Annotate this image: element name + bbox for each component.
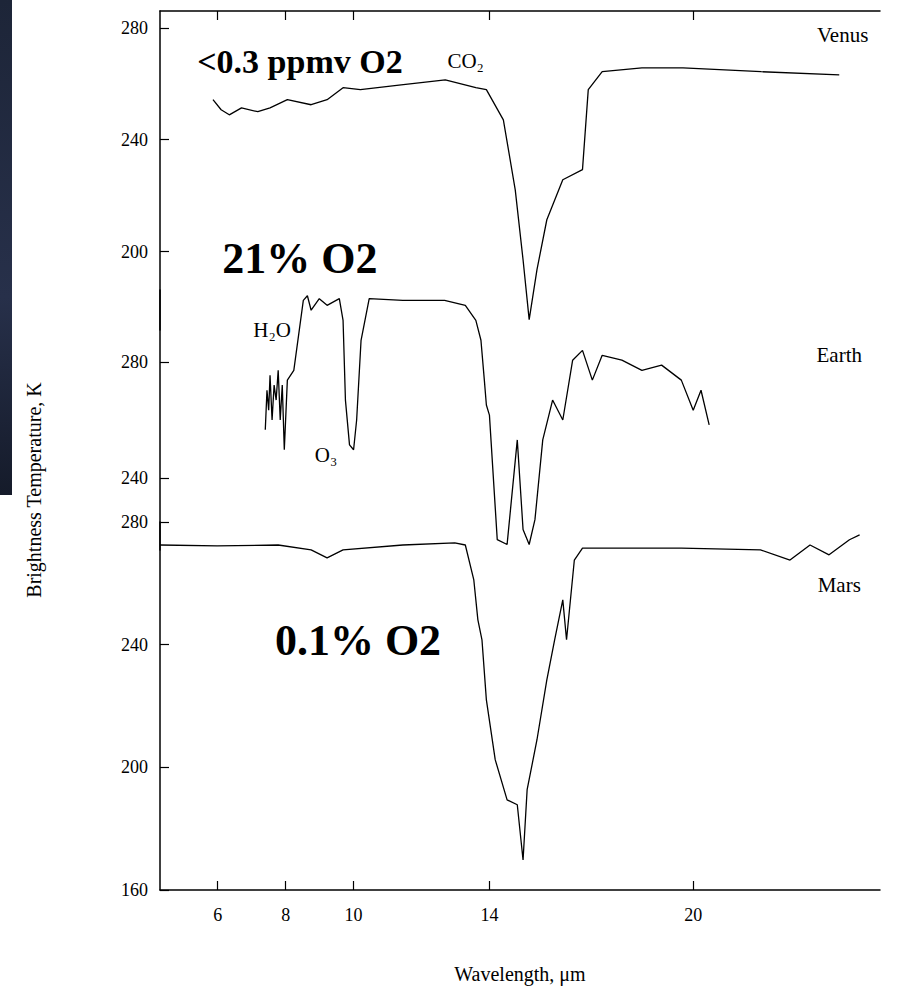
svg-text:O₃: O₃ bbox=[315, 443, 338, 467]
svg-text:Brightness Temperature, K: Brightness Temperature, K bbox=[23, 382, 46, 598]
svg-text:<0.3 ppmv O2: <0.3 ppmv O2 bbox=[197, 43, 402, 80]
svg-text:CO₂: CO₂ bbox=[447, 49, 484, 73]
svg-text:240: 240 bbox=[121, 635, 148, 655]
svg-text:280: 280 bbox=[121, 512, 148, 532]
svg-text:21% O2: 21% O2 bbox=[222, 234, 377, 283]
svg-text:0.1% O2: 0.1% O2 bbox=[275, 616, 441, 665]
svg-text:Mars: Mars bbox=[818, 573, 861, 597]
svg-text:Wavelength, μm: Wavelength, μm bbox=[454, 963, 586, 986]
svg-text:8: 8 bbox=[281, 905, 290, 925]
svg-text:240: 240 bbox=[121, 468, 148, 488]
svg-text:20: 20 bbox=[684, 905, 702, 925]
svg-text:14: 14 bbox=[480, 905, 498, 925]
svg-text:Earth: Earth bbox=[817, 343, 863, 367]
svg-text:240: 240 bbox=[121, 130, 148, 150]
svg-text:10: 10 bbox=[345, 905, 363, 925]
svg-text:200: 200 bbox=[121, 242, 148, 262]
svg-text:Venus: Venus bbox=[817, 23, 868, 47]
svg-text:H₂O: H₂O bbox=[253, 318, 291, 342]
svg-text:280: 280 bbox=[121, 352, 148, 372]
svg-text:200: 200 bbox=[121, 757, 148, 777]
svg-text:280: 280 bbox=[121, 18, 148, 38]
svg-text:6: 6 bbox=[213, 905, 222, 925]
svg-text:160: 160 bbox=[121, 880, 148, 900]
